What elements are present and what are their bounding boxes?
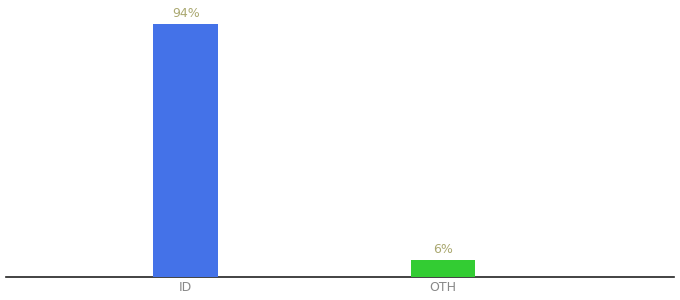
Bar bbox=[411, 260, 475, 277]
Text: 6%: 6% bbox=[433, 244, 453, 256]
Bar bbox=[154, 24, 218, 277]
Text: 94%: 94% bbox=[172, 7, 199, 20]
